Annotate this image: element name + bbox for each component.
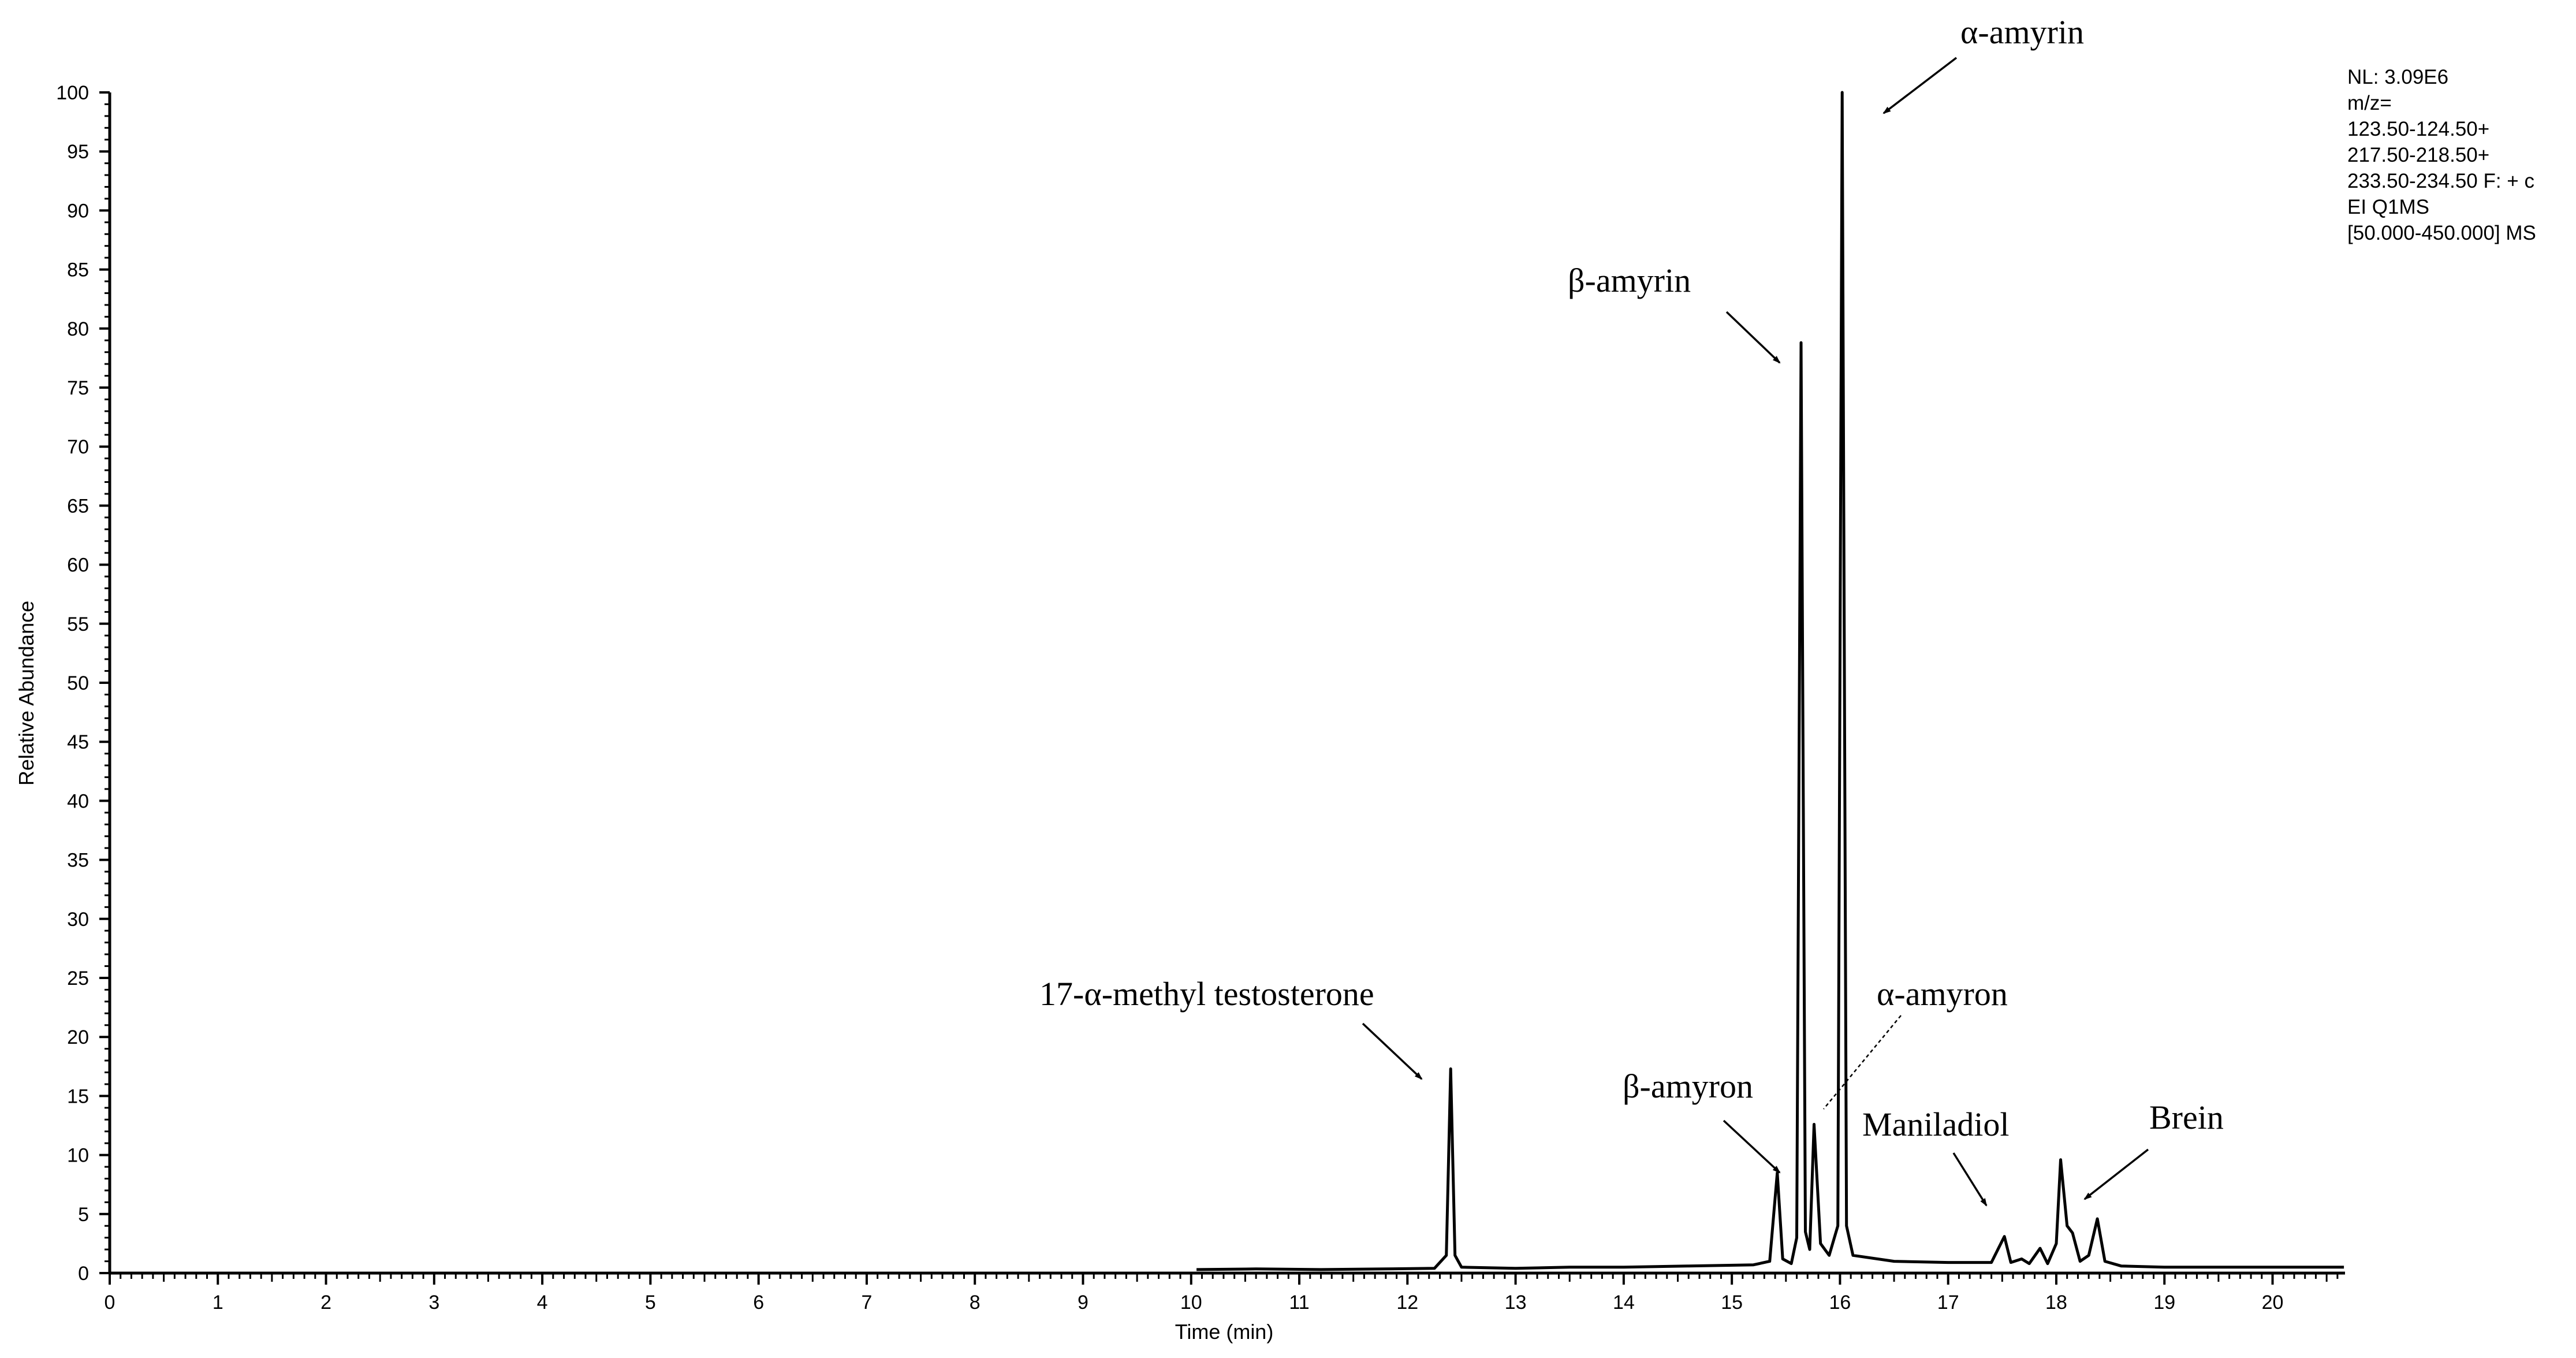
- scan-info-line: 217.50-218.50+: [2347, 144, 2489, 166]
- x-tick-label: 8: [970, 1292, 981, 1314]
- scan-info-line: 233.50-234.50 F: + c: [2347, 170, 2534, 192]
- x-tick-label: 0: [105, 1292, 115, 1314]
- peak-arrow: [2083, 1148, 2149, 1200]
- y-tick-label: 30: [67, 909, 89, 931]
- x-tick-label: 14: [1613, 1292, 1635, 1314]
- x-tick-label: 2: [320, 1292, 331, 1314]
- y-tick-label: 75: [67, 377, 89, 399]
- y-tick-label: 25: [67, 968, 89, 989]
- x-tick-label: 12: [1396, 1292, 1418, 1314]
- y-tick-label: 60: [67, 555, 89, 576]
- peak-label: β-amyron: [1623, 1067, 1753, 1105]
- peak-arrow: [1723, 1119, 1781, 1174]
- x-tick-label: 7: [861, 1292, 872, 1314]
- x-tick-label: 15: [1721, 1292, 1743, 1314]
- scan-info-line: m/z=: [2347, 92, 2392, 114]
- x-tick-label: 6: [753, 1292, 764, 1314]
- y-tick-label: 10: [67, 1145, 89, 1167]
- peak-label: α-amyron: [1877, 975, 2008, 1013]
- scan-info-line: EI Q1MS: [2347, 196, 2429, 218]
- x-tick-label: 18: [2045, 1292, 2067, 1314]
- x-tick-label: 13: [1505, 1292, 1527, 1314]
- ticks-group: 0510152025303540455055606570758085909510…: [56, 82, 2339, 1314]
- y-tick-label: 40: [67, 790, 89, 812]
- y-tick-label: 95: [67, 141, 89, 163]
- y-tick-label: 20: [67, 1026, 89, 1048]
- peak-arrow: [1952, 1152, 1988, 1207]
- x-tick-label: 10: [1180, 1292, 1202, 1314]
- peak-label: β-amyrin: [1568, 262, 1691, 299]
- peak-label: Brein: [2149, 1099, 2224, 1136]
- y-tick-label: 100: [56, 82, 89, 104]
- y-tick-label: 80: [67, 318, 89, 340]
- x-tick-label: 16: [1829, 1292, 1851, 1314]
- y-tick-label: 35: [67, 850, 89, 872]
- peak-label: Maniladiol: [1862, 1106, 2010, 1143]
- x-tick-label: 3: [428, 1292, 439, 1314]
- peak-arrow: [1362, 1022, 1423, 1080]
- x-tick-label: 11: [1289, 1292, 1309, 1314]
- x-tick-label: 9: [1078, 1292, 1088, 1314]
- peak-label: 17-α-methyl testosterone: [1039, 975, 1374, 1013]
- chromatogram-trace: [1196, 91, 2344, 1271]
- y-tick-label: 50: [67, 672, 89, 694]
- axes-group: [108, 92, 2345, 1275]
- peak-arrow: [1882, 57, 1958, 114]
- peak-annotations: 17-α-methyl testosterone β-amyron β-amyrin…: [1039, 13, 2224, 1207]
- y-tick-label: 65: [67, 495, 89, 517]
- peak-label: α-amyrin: [1960, 13, 2084, 51]
- y-tick-label: 45: [67, 731, 89, 753]
- x-tick-label: 5: [645, 1292, 656, 1314]
- x-axis-title: Time (min): [1175, 1320, 1274, 1344]
- y-tick-label: 90: [67, 200, 89, 222]
- y-tick-label: 0: [78, 1263, 89, 1285]
- peak-arrow: [1823, 1015, 1902, 1110]
- y-axis-title: Relative Abundance: [14, 601, 38, 786]
- x-tick-label: 1: [213, 1292, 223, 1314]
- x-tick-label: 17: [1937, 1292, 1959, 1314]
- x-tick-label: 4: [537, 1292, 548, 1314]
- peak-arrow: [1725, 311, 1781, 364]
- x-tick-label: 20: [2262, 1292, 2284, 1314]
- scan-info-block: NL: 3.09E6 m/z= 123.50-124.50+ 217.50-218.5…: [2347, 66, 2536, 244]
- y-tick-label: 15: [67, 1085, 89, 1107]
- x-tick-label: 19: [2153, 1292, 2175, 1314]
- y-tick-label: 55: [67, 613, 89, 635]
- y-tick-label: 5: [78, 1204, 89, 1226]
- scan-info-line: NL: 3.09E6: [2347, 66, 2448, 88]
- y-tick-label: 85: [67, 259, 89, 281]
- y-tick-label: 70: [67, 436, 89, 458]
- scan-info-line: 123.50-124.50+: [2347, 118, 2489, 140]
- scan-info-line: [50.000-450.000] MS: [2347, 222, 2536, 244]
